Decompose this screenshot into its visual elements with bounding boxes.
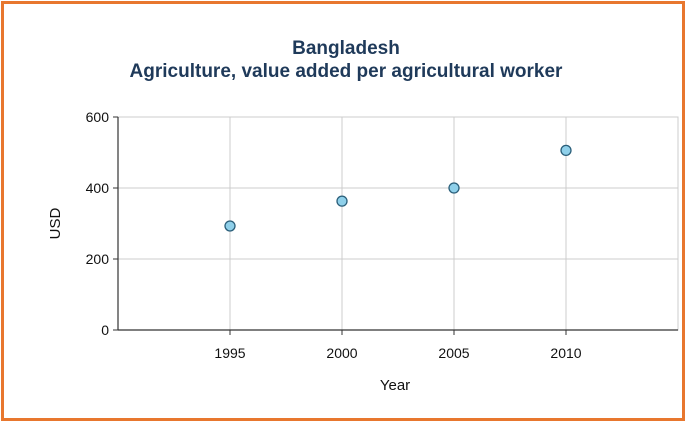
y-tick-label: 200 (86, 251, 110, 267)
chart-title: Bangladesh (292, 38, 400, 59)
data-point (224, 220, 236, 232)
y-axis-title: USD (47, 207, 64, 239)
plot-border (117, 116, 679, 331)
data-point (336, 195, 348, 207)
x-tick-label: 1995 (214, 345, 245, 361)
y-tick-label: 0 (101, 322, 109, 338)
y-tick-label: 400 (86, 180, 110, 196)
x-tick-label: 2005 (438, 345, 469, 361)
data-points (224, 144, 572, 232)
data-point (448, 182, 460, 194)
x-tick-label: 2010 (550, 345, 581, 361)
x-axis-title: Year (380, 377, 410, 394)
grid-lines (118, 116, 678, 331)
chart-subtitle: Agriculture, value added per agricultura… (129, 61, 563, 82)
data-point (560, 144, 572, 157)
tick-labels: 0 200 400 600 1995 2000 2005 2010 (86, 109, 582, 361)
x-tick-label: 2000 (326, 345, 357, 361)
y-tick-label: 600 (86, 109, 110, 125)
axes (113, 116, 679, 335)
